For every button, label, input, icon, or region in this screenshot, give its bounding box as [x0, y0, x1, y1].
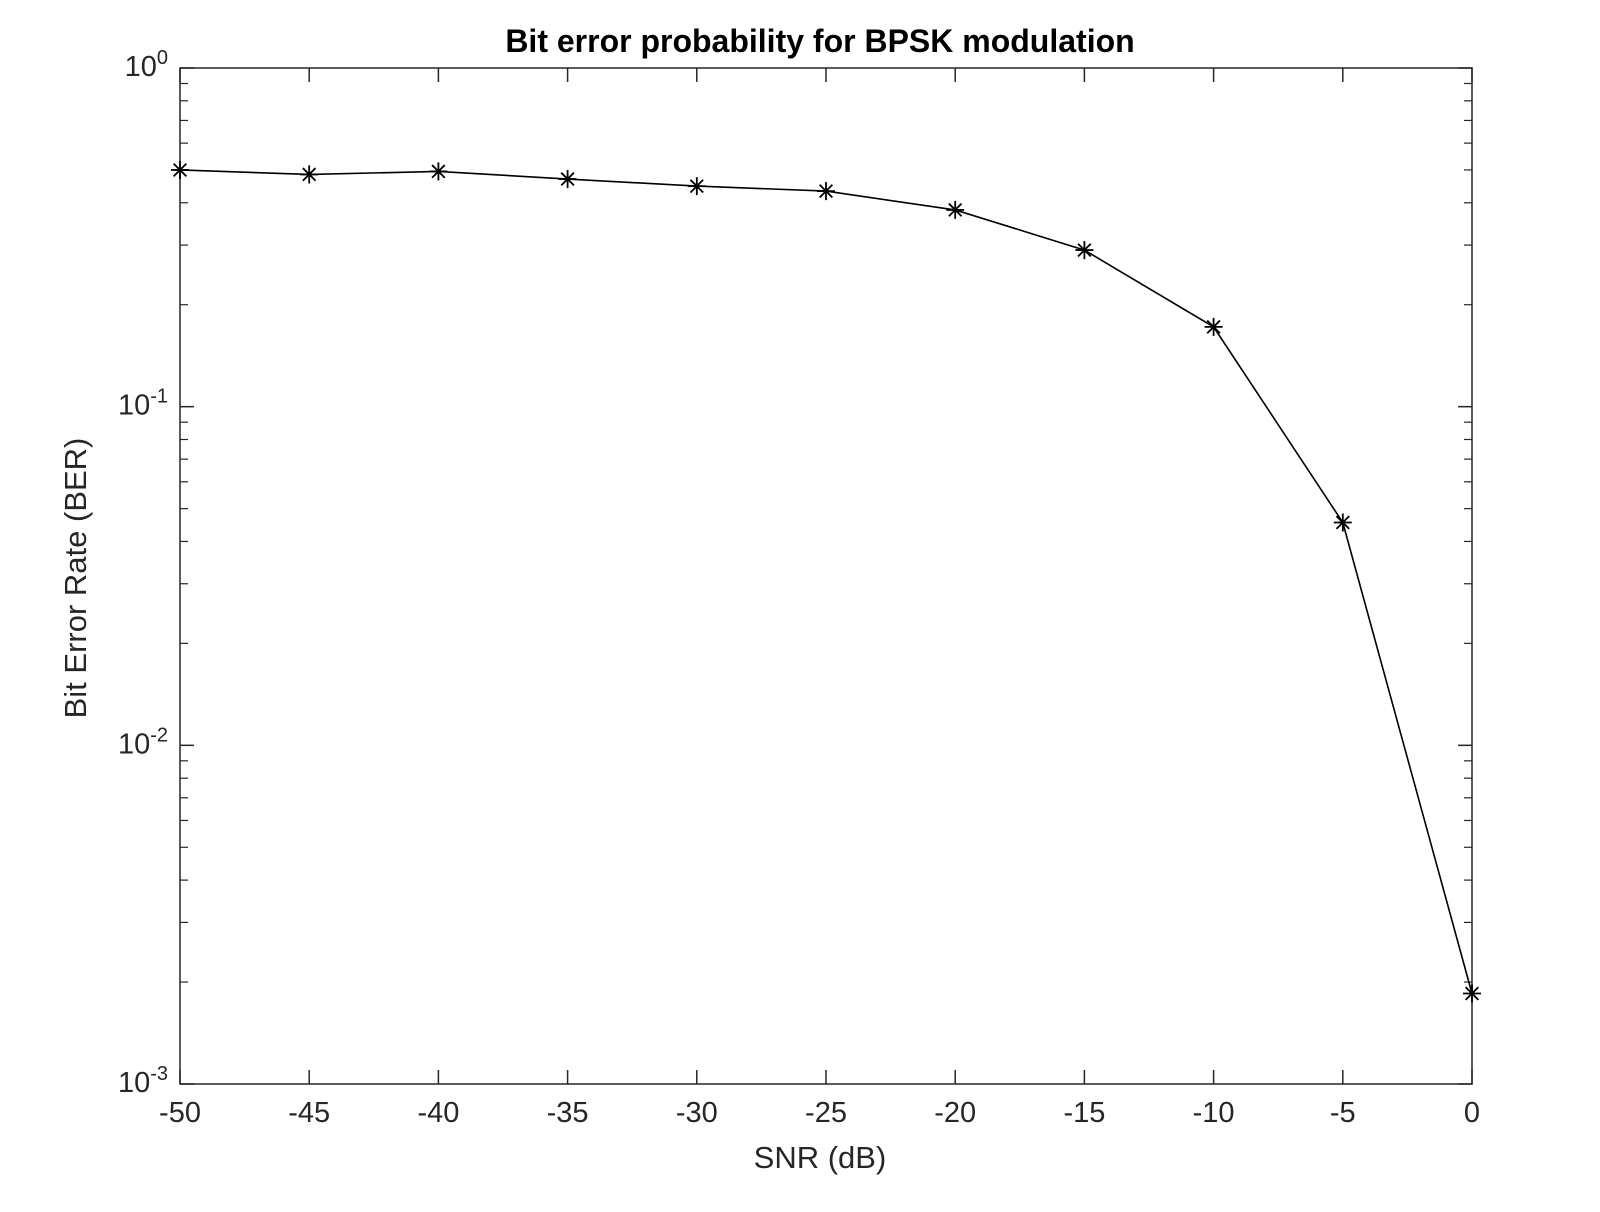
- x-axis-title: SNR (dB): [754, 1140, 887, 1175]
- data-point-marker: [171, 160, 189, 179]
- data-point-marker: [429, 162, 448, 181]
- y-tick-label: 10-2: [118, 724, 168, 760]
- data-point-marker: [300, 165, 319, 184]
- data-point-marker: [817, 182, 835, 201]
- data-point-marker: [687, 177, 706, 196]
- y-axis-title: Bit Error Rate (BER): [58, 438, 93, 719]
- x-tick-label: -40: [417, 1097, 459, 1129]
- y-tick-label: 10-3: [118, 1063, 168, 1099]
- data-point-marker: [1333, 513, 1352, 532]
- x-tick-label: -15: [1063, 1097, 1105, 1129]
- axes-box: [179, 67, 1473, 1085]
- x-tick-label: -10: [1193, 1097, 1235, 1129]
- x-tick-label: 0: [1464, 1097, 1480, 1129]
- data-point-marker: [558, 170, 577, 189]
- data-point-marker: [1463, 984, 1481, 1003]
- x-tick-label: -30: [676, 1097, 718, 1129]
- chart-title: Bit error probability for BPSK modulatio…: [505, 23, 1134, 59]
- x-tick-label: -25: [805, 1097, 847, 1129]
- x-tick-label: -50: [159, 1097, 201, 1129]
- ber-series-line: [179, 169, 1473, 994]
- x-tick-label: -45: [288, 1097, 330, 1129]
- x-tick-label: -20: [934, 1097, 976, 1129]
- x-tick-label: -35: [547, 1097, 589, 1129]
- data-point-marker: [1075, 241, 1094, 260]
- y-tick-label: 10-1: [118, 386, 168, 422]
- plot-area: -50 -45 -40 -35 -30 -25 -20 -15 -10 -5 010010-110-…: [118, 47, 1481, 1129]
- x-tick-label: -5: [1330, 1097, 1356, 1129]
- data-point-marker: [946, 200, 965, 219]
- y-tick-label: 100: [125, 47, 168, 83]
- data-point-marker: [1204, 317, 1223, 336]
